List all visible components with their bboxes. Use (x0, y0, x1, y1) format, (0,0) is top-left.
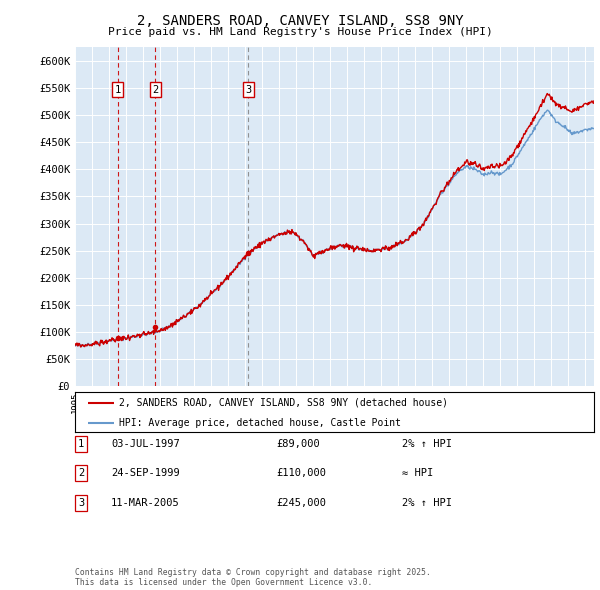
Text: 2: 2 (152, 84, 158, 94)
Text: 24-SEP-1999: 24-SEP-1999 (111, 468, 180, 478)
Text: £245,000: £245,000 (276, 498, 326, 507)
Text: 2, SANDERS ROAD, CANVEY ISLAND, SS8 9NY (detached house): 2, SANDERS ROAD, CANVEY ISLAND, SS8 9NY … (119, 398, 448, 408)
Text: £110,000: £110,000 (276, 468, 326, 478)
Text: 2, SANDERS ROAD, CANVEY ISLAND, SS8 9NY: 2, SANDERS ROAD, CANVEY ISLAND, SS8 9NY (137, 14, 463, 28)
Text: 3: 3 (245, 84, 251, 94)
Text: 1: 1 (115, 84, 121, 94)
Text: £89,000: £89,000 (276, 439, 320, 448)
Text: 2: 2 (78, 468, 84, 478)
Text: 1: 1 (78, 439, 84, 448)
Text: 2% ↑ HPI: 2% ↑ HPI (402, 498, 452, 507)
Text: 2% ↑ HPI: 2% ↑ HPI (402, 439, 452, 448)
Text: 03-JUL-1997: 03-JUL-1997 (111, 439, 180, 448)
Text: 11-MAR-2005: 11-MAR-2005 (111, 498, 180, 507)
Text: HPI: Average price, detached house, Castle Point: HPI: Average price, detached house, Cast… (119, 418, 401, 428)
Text: ≈ HPI: ≈ HPI (402, 468, 433, 478)
Text: Contains HM Land Registry data © Crown copyright and database right 2025.
This d: Contains HM Land Registry data © Crown c… (75, 568, 431, 587)
Text: Price paid vs. HM Land Registry's House Price Index (HPI): Price paid vs. HM Land Registry's House … (107, 27, 493, 37)
Text: 3: 3 (78, 498, 84, 507)
